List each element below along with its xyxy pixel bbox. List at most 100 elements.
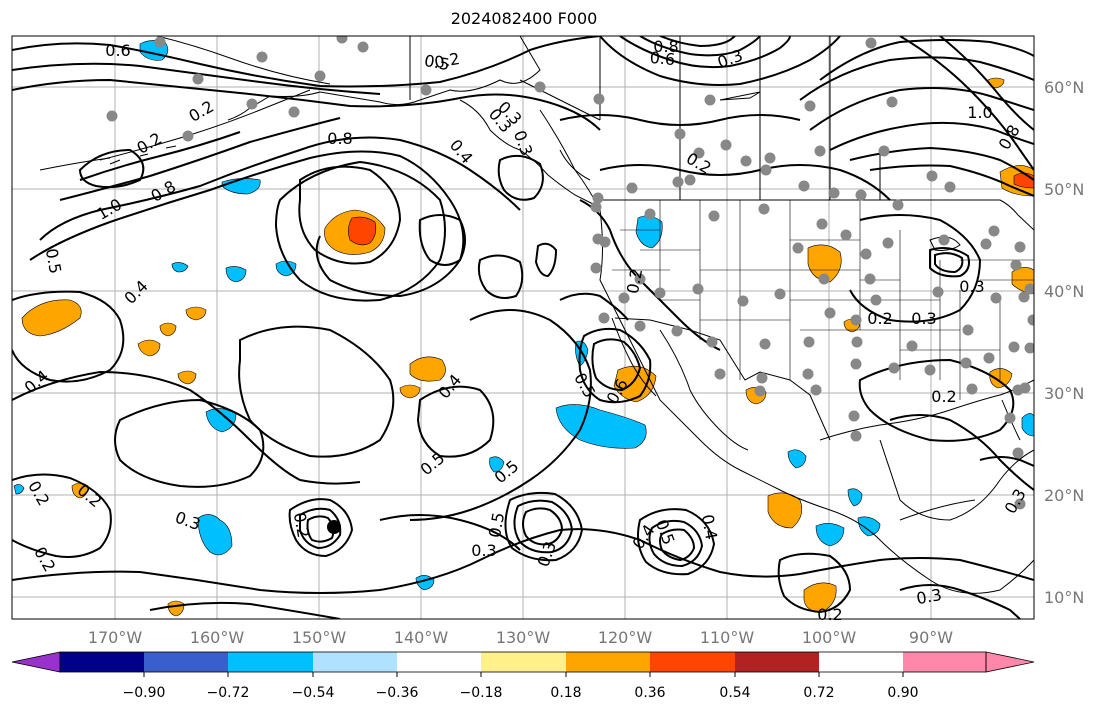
- station-dot: [892, 199, 904, 211]
- contour-label: 0.2: [867, 309, 892, 328]
- blue-patch: [555, 404, 647, 449]
- station-dot: [1018, 291, 1030, 303]
- latitude-label: 20°N: [1044, 486, 1084, 505]
- station-dot: [870, 294, 882, 306]
- station-dot: [714, 368, 726, 380]
- us-state-borders: [612, 200, 1034, 400]
- orange-patch: [399, 384, 421, 399]
- station-dot: [810, 384, 822, 396]
- station-dot: [802, 368, 814, 380]
- orange-patch: [137, 339, 161, 357]
- canadian-provinces: [519, 36, 881, 200]
- station-dot: [592, 192, 604, 204]
- station-dot: [590, 201, 602, 213]
- contour-label: 0.2: [433, 49, 461, 72]
- longitude-labels: 170°W 160°W 150°W 140°W 130°W 120°W 110°W 100°W…: [88, 628, 953, 647]
- station-dot: [644, 208, 656, 220]
- colorbar-segment: [735, 652, 819, 672]
- colorbar-segment: [566, 652, 650, 672]
- latitude-labels: 60°N 50°N 40°N 30°N 20°N 10°N: [1044, 78, 1084, 607]
- orange-patch: [767, 492, 803, 529]
- longitude-label: 110°W: [700, 628, 755, 647]
- station-dot: [704, 94, 716, 106]
- colorbar-tick-label: 0.18: [550, 685, 581, 701]
- station-dot: [593, 93, 605, 105]
- latitude-label: 40°N: [1044, 282, 1084, 301]
- station-dot: [1027, 314, 1034, 326]
- contour-label: 0.3: [911, 309, 936, 328]
- station-dot: [740, 155, 752, 167]
- station-dot: [634, 273, 646, 285]
- station-dot: [906, 340, 918, 352]
- station-dot: [924, 364, 936, 376]
- station-dot: [357, 41, 369, 53]
- blue-patch: [197, 514, 233, 556]
- blue-patch: [857, 516, 881, 537]
- blue-patch: [225, 266, 247, 283]
- colorbar-segment: [313, 652, 397, 672]
- station-dot: [1014, 241, 1026, 253]
- station-dot: [865, 37, 877, 49]
- orange-patch: [989, 368, 1013, 389]
- station-dot: [932, 286, 944, 298]
- aleutian-islands: [99, 89, 311, 165]
- latitude-label: 30°N: [1044, 384, 1084, 403]
- contour-label: 0.6: [649, 48, 676, 69]
- station-dot: [336, 36, 348, 44]
- colorbar-tick-label: −0.72: [207, 685, 250, 701]
- longitude-label: 160°W: [190, 628, 245, 647]
- contour-label: 0.3: [959, 277, 984, 296]
- station-dot: [816, 218, 828, 230]
- station-dot: [420, 84, 432, 96]
- station-dot: [634, 320, 646, 332]
- station-dot: [803, 336, 815, 348]
- station-dot: [966, 383, 978, 395]
- orange-patch: [807, 244, 842, 283]
- latitude-label: 50°N: [1044, 180, 1084, 199]
- station-dot: [618, 292, 630, 304]
- colorbar-tick-label: 0.36: [634, 685, 665, 701]
- colorbar-segment: [903, 652, 986, 672]
- contour-label: 0.2: [931, 387, 956, 406]
- station-dot: [828, 187, 840, 199]
- longitude-label: 130°W: [496, 628, 551, 647]
- contour-label: 0.5: [485, 511, 508, 539]
- contour-label: 0.2: [817, 605, 842, 624]
- station-dot: [756, 372, 768, 384]
- us-mexico-border: [614, 317, 831, 441]
- station-dot: [848, 410, 860, 422]
- station-dot: [246, 98, 258, 110]
- longitude-label: 150°W: [292, 628, 347, 647]
- colorbar-segment: [397, 652, 481, 672]
- colorbar-low-extend: [11, 651, 61, 673]
- orange-patch: [159, 322, 177, 337]
- contour-label: 0.2: [290, 511, 313, 539]
- station-dot: [818, 273, 830, 285]
- station-dot: [944, 181, 956, 193]
- station-dot: [693, 147, 705, 159]
- station-dot: [824, 307, 836, 319]
- contour-label: 0.5: [423, 51, 451, 74]
- station-dot: [774, 288, 786, 300]
- longitude-label: 170°W: [88, 628, 143, 647]
- station-dot: [1012, 447, 1024, 459]
- station-dot: [882, 237, 894, 249]
- station-dot: [864, 273, 876, 285]
- station-dot: [926, 170, 938, 182]
- station-dot: [626, 182, 638, 194]
- canada-us-border: [596, 199, 1034, 231]
- station-dot: [1014, 498, 1026, 510]
- station-dot: [1010, 259, 1022, 271]
- contour-label: 0.2: [623, 267, 646, 295]
- colorbar-high-extend: [985, 651, 1035, 673]
- station-dot: [760, 164, 772, 176]
- station-dot: [672, 176, 684, 188]
- colorbar-tick-label: −0.90: [123, 685, 166, 701]
- contour-lines: [12, 36, 1034, 619]
- map-title: 2024082400 F000: [450, 9, 598, 28]
- station-dot: [855, 189, 867, 201]
- colorbar-tick-label: −0.54: [292, 685, 335, 701]
- contour-label: 0.3: [471, 541, 496, 560]
- orange-patch: [21, 299, 82, 337]
- station-dot: [674, 128, 686, 140]
